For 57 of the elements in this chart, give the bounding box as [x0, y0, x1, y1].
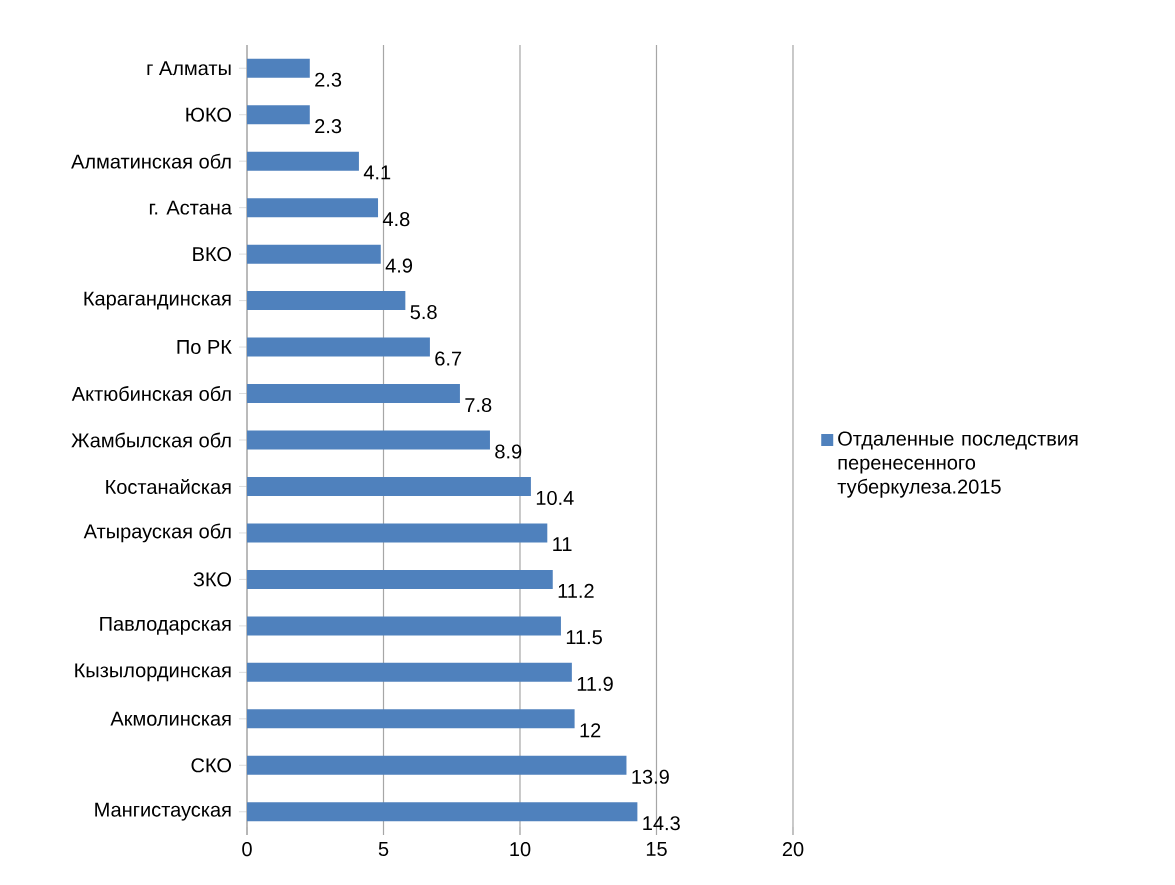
y-tick-label: Павлодарская: [100, 616, 231, 635]
legend-label: Отдаленные последствия перенесенного туберкулеза.2015: [837, 431, 1078, 498]
data-label: 11.2: [558, 583, 594, 598]
data-label: 7.8: [465, 397, 492, 413]
data-label: 4.8: [382, 212, 410, 227]
bar: [247, 523, 548, 543]
y-tick-label: Акмолинская: [110, 711, 231, 726]
bar: [247, 802, 638, 822]
bar: [247, 337, 430, 357]
y-tick-label: ЗКО: [193, 572, 232, 587]
bar: [247, 569, 553, 589]
data-label: 6.7: [435, 351, 462, 366]
y-tick-label: Актюбинская обл: [71, 386, 231, 401]
bar: [247, 430, 490, 450]
data-label: 2.3: [315, 72, 342, 87]
y-tick-label: Атырауская обл: [83, 523, 231, 543]
x-tick-label: 10: [510, 842, 531, 857]
bar: [247, 709, 575, 729]
y-tick-label: СКО: [191, 758, 231, 773]
bar: [247, 58, 310, 78]
y-tick-label: По РК: [177, 340, 232, 355]
x-tick-label: 20: [782, 842, 804, 857]
data-label: 12: [580, 723, 601, 738]
bar: [247, 291, 406, 311]
y-tick-label: Алматинская обл: [71, 153, 231, 169]
y-tick-label: г. Астана: [149, 200, 232, 215]
data-label: 4.9: [385, 258, 413, 273]
data-label: 11.5: [566, 630, 602, 645]
bar: [247, 384, 460, 404]
x-tick-label: 0: [242, 842, 252, 857]
x-tick-label: 15: [646, 842, 667, 857]
y-tick-label: Жамбылская обл: [71, 432, 231, 448]
bar: [247, 476, 531, 496]
y-tick-label: Карагандинская: [84, 291, 231, 310]
bar: [247, 105, 310, 125]
y-tick-label: Костанайская: [106, 478, 231, 494]
x-tick-label: 5: [378, 842, 389, 857]
data-label: 13.9: [632, 769, 669, 784]
data-label: 4.1: [363, 165, 391, 180]
bar: [247, 662, 572, 682]
data-label: 5.8: [410, 305, 437, 320]
data-label: 10.4: [536, 490, 574, 506]
y-tick-label: г Алматы: [147, 61, 231, 76]
bar: [247, 616, 561, 636]
data-label: 2.3: [315, 119, 342, 134]
data-label: 8.9: [495, 444, 522, 459]
y-tick-label: ВКО: [193, 247, 232, 262]
bar: [247, 755, 627, 775]
data-label: 14.3: [643, 816, 680, 831]
y-tick-label: ЮКО: [186, 107, 231, 122]
data-label: 11: [553, 537, 572, 552]
data-label: 11.9: [577, 676, 613, 691]
bar: [247, 244, 381, 264]
y-tick-label: Мангистауская: [95, 802, 231, 821]
y-tick-label: Кызылординская: [75, 663, 231, 682]
bar: [247, 198, 379, 218]
bar: [247, 151, 359, 171]
